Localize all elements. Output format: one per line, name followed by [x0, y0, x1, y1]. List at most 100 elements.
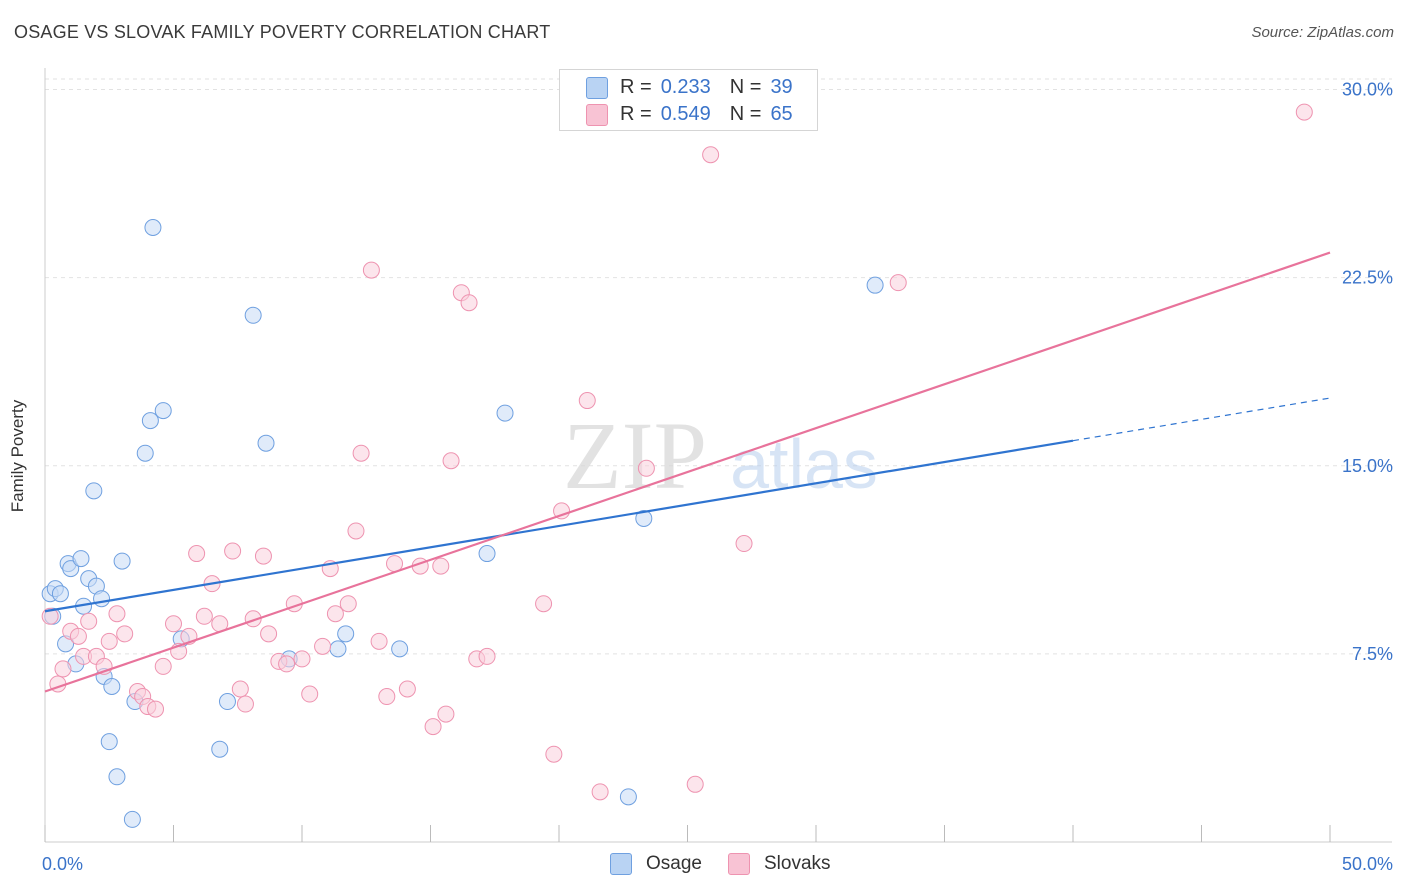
tick-labels: 7.5% 15.0% 22.5% 30.0% 0.0% 50.0% — [42, 80, 1393, 874]
osage-point — [141, 412, 159, 430]
slovaks-point — [478, 647, 496, 665]
slovaks-point — [362, 261, 380, 279]
osage-point — [619, 788, 637, 806]
slovaks-point — [69, 627, 87, 645]
slovaks-point — [352, 444, 370, 462]
legend-n-value: 39 — [770, 75, 793, 98]
osage-point — [51, 585, 69, 603]
slovaks-point — [378, 688, 396, 706]
osage-point — [391, 640, 409, 658]
osage-point — [337, 625, 355, 643]
slovaks-point — [236, 695, 254, 713]
slovaks-point — [41, 607, 59, 625]
slovaks-point — [889, 274, 907, 292]
osage-point — [866, 276, 884, 294]
slovaks-point — [398, 680, 416, 698]
legend-label-slovaks: Slovaks — [764, 853, 831, 874]
watermark-zip: ZIP — [563, 402, 707, 509]
slovaks-point — [188, 545, 206, 563]
slovaks-point — [1295, 103, 1313, 121]
series-legend: Osage Slovaks — [0, 851, 1406, 879]
slovaks-point — [54, 660, 72, 678]
legend-item-slovaks[interactable]: Slovaks — [728, 853, 831, 875]
source-label: Source: ZipAtlas.com — [1251, 24, 1394, 41]
slovaks-point — [370, 632, 388, 650]
slovaks-point — [735, 535, 753, 553]
osage-trend-extension — [1072, 397, 1331, 442]
slovaks-point — [278, 655, 296, 673]
slovaks-point — [437, 705, 455, 723]
osage-trend-line — [44, 439, 1074, 613]
legend-row-osage: R = 0.233 N = 39 — [586, 75, 793, 99]
slovaks-point — [301, 685, 319, 703]
legend-swatch-slovaks — [586, 104, 608, 126]
osage-point — [108, 768, 126, 786]
legend-n-label: N = — [729, 75, 762, 98]
slovaks-point — [326, 605, 344, 623]
y-tick-label: 15.0% — [1342, 456, 1393, 476]
slovaks-point — [116, 625, 134, 643]
slovaks-point — [432, 557, 450, 575]
slovaks-point — [154, 657, 172, 675]
slovaks-point — [637, 459, 655, 477]
slovaks-point — [231, 680, 249, 698]
correlation-legend: R = 0.233 N = 39 R = 0.549 N = 65 — [559, 69, 818, 131]
x-tick-label: 0.0% — [42, 854, 83, 874]
slovaks-point — [147, 700, 165, 718]
legend-r-value: 0.233 — [660, 75, 711, 98]
slovaks-point — [100, 632, 118, 650]
osage-point — [211, 740, 229, 758]
y-tick-label: 22.5% — [1342, 268, 1393, 288]
slovaks-point — [339, 595, 357, 613]
watermark-atlas: atlas — [730, 425, 878, 503]
legend-n-label: N = — [729, 102, 762, 125]
osage-point — [496, 404, 514, 422]
osage-point — [218, 693, 236, 711]
gridlines — [45, 78, 1392, 655]
osage-point — [113, 552, 131, 570]
slovaks-point — [591, 783, 609, 801]
slovaks-point — [293, 650, 311, 668]
osage-point — [244, 306, 262, 324]
slovaks-point — [460, 294, 478, 312]
osage-point — [72, 550, 90, 568]
slovaks-point — [578, 392, 596, 410]
chart-title: OSAGE VS SLOVAK FAMILY POVERTY CORRELATI… — [14, 22, 551, 42]
slovaks-point — [254, 547, 272, 565]
axes — [44, 68, 1392, 843]
slovaks-point — [260, 625, 278, 643]
slovaks-trend-line — [44, 251, 1331, 693]
osage-point — [329, 640, 347, 658]
osage-point — [635, 509, 653, 527]
osage-point — [85, 482, 103, 500]
legend-swatch-osage — [586, 77, 608, 99]
slovaks-point — [80, 612, 98, 630]
slovaks-point — [686, 775, 704, 793]
trend-lines — [44, 251, 1331, 693]
osage-point — [100, 733, 118, 751]
slovaks-point — [314, 637, 332, 655]
slovaks-point — [195, 607, 213, 625]
y-tick-label: 7.5% — [1352, 644, 1393, 664]
legend-row-slovaks: R = 0.549 N = 65 — [586, 102, 793, 126]
osage-point — [154, 402, 172, 420]
y-tick-label: 30.0% — [1342, 80, 1393, 100]
slovaks-point — [702, 146, 720, 164]
slovaks-point — [442, 452, 460, 470]
slovaks-point — [108, 605, 126, 623]
osage-point — [144, 218, 162, 236]
x-tick-label: 50.0% — [1342, 854, 1393, 874]
osage-point — [103, 677, 121, 695]
legend-r-label: R = — [620, 75, 652, 98]
legend-item-osage[interactable]: Osage — [610, 853, 702, 875]
osage-point — [257, 434, 275, 452]
slovaks-point — [224, 542, 242, 560]
slovaks-point — [347, 522, 365, 540]
legend-swatch-osage — [610, 853, 632, 875]
osage-point — [93, 590, 111, 608]
slovaks-point — [535, 595, 553, 613]
slovaks-point — [424, 718, 442, 736]
legend-label-osage: Osage — [646, 853, 702, 874]
legend-r-value: 0.549 — [660, 102, 711, 125]
